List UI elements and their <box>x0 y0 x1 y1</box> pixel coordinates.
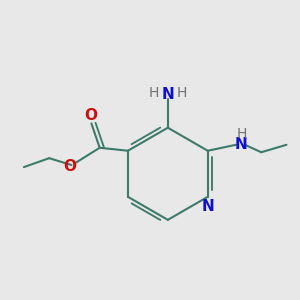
Text: N: N <box>161 87 174 102</box>
Text: H: H <box>177 86 187 100</box>
Text: O: O <box>63 159 76 174</box>
Text: O: O <box>85 109 98 124</box>
Text: N: N <box>235 137 248 152</box>
Text: H: H <box>148 86 159 100</box>
Text: H: H <box>236 127 247 140</box>
Text: N: N <box>202 199 214 214</box>
